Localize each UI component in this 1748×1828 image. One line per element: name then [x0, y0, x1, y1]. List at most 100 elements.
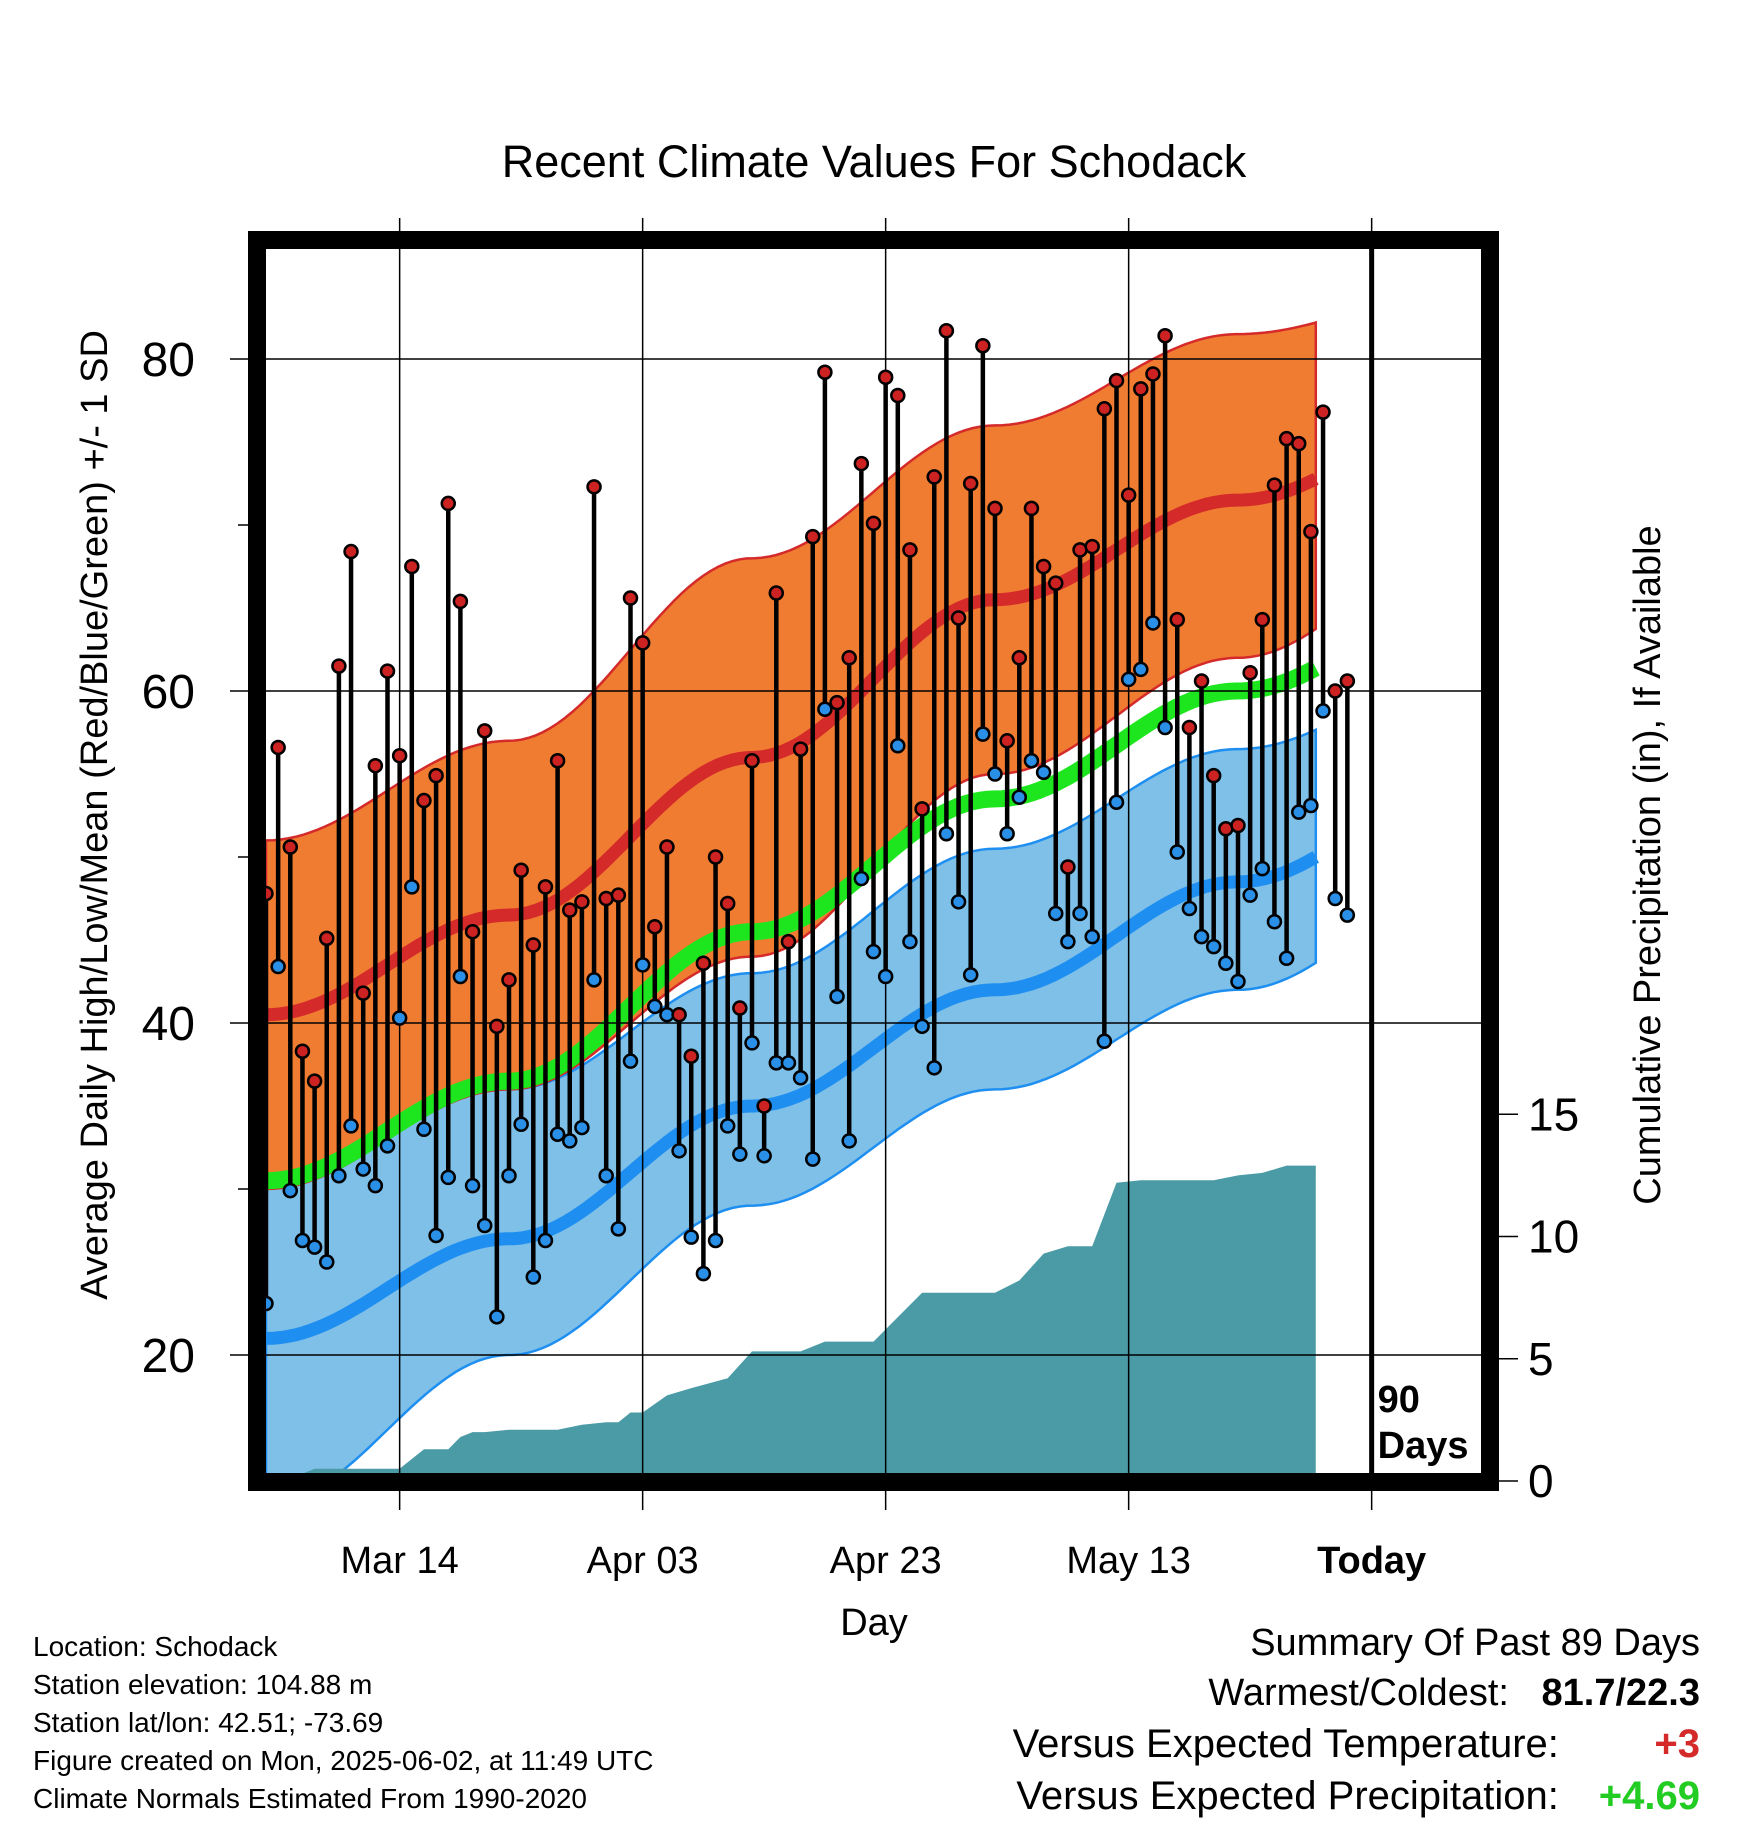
- daily-low-point: [404, 879, 420, 895]
- daily-low-point: [610, 1221, 627, 1237]
- daily-low-point: [1096, 1033, 1113, 1050]
- daily-low-point: [464, 1177, 481, 1194]
- daily-high-point: [1145, 366, 1161, 382]
- daily-high-point: [306, 1073, 323, 1089]
- daily-high-point: [1108, 372, 1125, 389]
- daily-low-point: [962, 967, 979, 983]
- daily-low-point: [756, 1148, 772, 1164]
- temp-label: Versus Expected Temperature:: [1012, 1722, 1559, 1766]
- daily-low-point: [695, 1265, 712, 1282]
- daily-low-point: [829, 988, 845, 1005]
- daily-low-point: [1084, 928, 1100, 945]
- daily-low-point: [1327, 890, 1343, 907]
- y-tick-label-80: 80: [142, 334, 195, 387]
- daily-low-point: [1133, 661, 1149, 678]
- daily-low-point: [647, 998, 663, 1015]
- daily-low-point: [914, 1018, 930, 1035]
- daily-high-point: [659, 839, 675, 855]
- daily-high-point: [1266, 477, 1283, 493]
- precip-label: Versus Expected Precipitation:: [1016, 1774, 1559, 1818]
- daily-high-point: [683, 1048, 699, 1064]
- daily-low-point: [537, 1232, 554, 1249]
- daily-high-point: [476, 723, 493, 739]
- low-mean-line: [266, 851, 1319, 1345]
- daily-high-point: [671, 1006, 687, 1023]
- daily-high-point: [610, 887, 627, 903]
- cumulative-precip-area: [304, 1121, 1316, 1473]
- daily-low-point: [294, 1232, 311, 1249]
- daily-high-point: [634, 635, 651, 651]
- daily-high-point: [452, 593, 469, 610]
- daily-high-point: [1327, 683, 1343, 699]
- daily-low-point: [719, 1118, 736, 1134]
- daily-low-point: [1218, 955, 1234, 971]
- y2-tick-label-5: 5: [1528, 1333, 1554, 1385]
- daily-low-point: [987, 766, 1003, 782]
- daily-points: [258, 323, 1356, 1325]
- daily-low-point: [1315, 703, 1331, 719]
- daily-high-point: [914, 801, 930, 817]
- daily-low-point: [525, 1269, 542, 1285]
- daily-high-point: [537, 879, 554, 895]
- daily-low-point: [440, 1169, 456, 1186]
- daily-low-point: [586, 972, 602, 988]
- daily-low-point: [319, 1254, 335, 1270]
- daily-high-point: [719, 895, 736, 912]
- high-sd-band: [266, 320, 1318, 1191]
- chart-title: Recent Climate Values For Schodack: [502, 136, 1247, 187]
- daily-high-point: [938, 323, 955, 339]
- daily-low-point: [501, 1167, 517, 1184]
- daily-low-point: [877, 968, 894, 985]
- temp-value: +3: [1654, 1722, 1700, 1766]
- daily-low-point: [416, 1121, 432, 1137]
- daily-low-point: [1120, 671, 1137, 688]
- daily-high-point: [1084, 538, 1100, 555]
- daily-low-point: [1011, 789, 1028, 805]
- daily-high-point: [780, 933, 797, 950]
- daily-high-point: [404, 558, 420, 575]
- daily-high-point: [319, 930, 335, 947]
- daily-high-point: [902, 542, 918, 558]
- daily-high-point: [464, 923, 481, 940]
- daily-low-point: [1060, 933, 1076, 950]
- daily-mean-line: [266, 660, 1320, 1190]
- warmest-coldest-row: Warmest/Coldest: 81.7/22.3: [1013, 1668, 1700, 1718]
- today-marker-label: Days: [1378, 1425, 1469, 1467]
- daily-low-point: [1181, 900, 1198, 917]
- daily-high-point: [962, 475, 979, 492]
- x-tick-label-0: Mar 14: [341, 1540, 459, 1582]
- daily-high-point: [756, 1098, 772, 1114]
- daily-low-point: [270, 958, 286, 975]
- daily-high-point: [331, 658, 347, 674]
- daily-low-point: [902, 933, 918, 950]
- daily-high-point: [1181, 719, 1198, 736]
- daily-high-point: [1303, 523, 1319, 540]
- daily-high-point: [1096, 401, 1113, 417]
- normals-text: Climate Normals Estimated From 1990-2020: [33, 1783, 587, 1814]
- daily-low-point: [805, 1151, 821, 1167]
- daily-low-point: [452, 968, 469, 985]
- location-text: Location: Schodack: [33, 1631, 278, 1662]
- daily-high-point: [792, 741, 809, 757]
- daily-high-point: [428, 767, 444, 784]
- daily-low-point: [975, 726, 991, 742]
- daily-high-point: [622, 590, 639, 606]
- daily-low-point: [1339, 907, 1356, 923]
- daily-low-point: [282, 1182, 299, 1199]
- daily-high-point: [379, 663, 396, 679]
- daily-low-point: [1108, 794, 1125, 810]
- daily-low-point: [707, 1232, 724, 1249]
- y-tick-label-40: 40: [142, 998, 195, 1051]
- station-info: Location: Schodack Station elevation: 10…: [33, 1628, 654, 1818]
- daily-high-point: [270, 739, 286, 756]
- daily-low-point: [853, 870, 870, 887]
- daily-high-point: [975, 337, 991, 354]
- daily-low-point: [1023, 752, 1040, 769]
- daily-low-point: [428, 1227, 444, 1244]
- daily-high-point: [489, 1018, 505, 1035]
- daily-low-point: [926, 1060, 942, 1076]
- daily-high-point: [1120, 487, 1137, 503]
- daily-high-point: [1023, 500, 1040, 517]
- daily-low-point: [1291, 804, 1307, 820]
